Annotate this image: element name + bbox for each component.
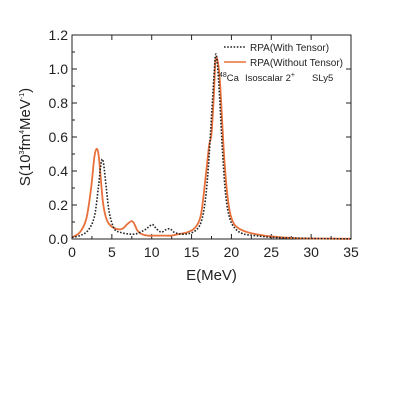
y-tick-label: 0.4 — [49, 163, 69, 179]
x-tick-label: 5 — [108, 244, 116, 260]
x-tick-label: 20 — [224, 244, 240, 260]
x-tick-label: 10 — [144, 244, 160, 260]
x-axis-ticks: 0 5 10 15 20 25 30 35 — [68, 35, 359, 260]
y-tick-label: 0.6 — [49, 129, 69, 145]
series-line-without-tensor — [71, 56, 352, 240]
y-tick-label: 0.8 — [49, 95, 69, 111]
x-tick-label: 35 — [343, 244, 359, 260]
x-tick-label: 15 — [184, 244, 200, 260]
y-tick-label: 0.2 — [49, 197, 69, 213]
series-layer — [71, 53, 352, 240]
legend-label-without-tensor: RPA(Without Tensor) — [250, 58, 343, 69]
x-axis-title: E(MeV) — [186, 267, 237, 284]
y-axis-title: S(103fm4MeV-1) — [17, 88, 34, 186]
y-tick-label: 1.0 — [49, 61, 69, 77]
y-tick-label: 1.2 — [49, 27, 69, 43]
x-tick-label: 25 — [263, 244, 279, 260]
legend: RPA(With Tensor) RPA(Without Tensor) — [224, 43, 343, 69]
x-tick-label: 0 — [68, 244, 76, 260]
y-tick-label: 0.0 — [49, 231, 69, 247]
chart-annotation: 48Ca Isoscalar 2+ SLy5 — [219, 72, 333, 84]
x-tick-label: 30 — [303, 244, 319, 260]
y-axis-ticks: 0.0 0.2 0.4 0.6 0.8 1.0 1.2 — [49, 27, 351, 247]
series-line-with-tensor — [71, 53, 352, 240]
legend-label-with-tensor: RPA(With Tensor) — [250, 43, 329, 54]
